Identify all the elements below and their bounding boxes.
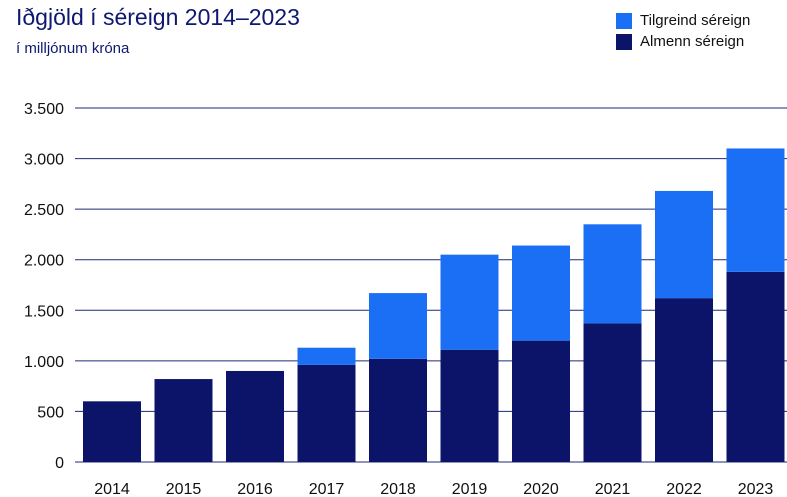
- x-tick-label: 2022: [666, 481, 702, 497]
- bar-almenn-2021: [583, 323, 642, 462]
- x-tick-label: 2017: [309, 481, 345, 497]
- legend-item-almenn: Almenn séreign: [616, 31, 750, 52]
- legend-label-tilgreind: Tilgreind séreign: [640, 12, 751, 29]
- y-tick-label: 0: [55, 455, 64, 472]
- bar-tilgreind-2022: [655, 190, 713, 299]
- bar-tilgreind-2017: [297, 347, 356, 365]
- bar-almenn-2018: [369, 358, 427, 462]
- x-tick-label: 2014: [94, 481, 130, 497]
- legend-label-almenn: Almenn séreign: [640, 33, 745, 50]
- x-axis-ticks: 2014 2015 2016 2017 2018 2019 2020 2021 2022 2023: [94, 481, 773, 497]
- legend-swatch-almenn: [616, 33, 632, 50]
- y-tick-label: 500: [37, 404, 64, 421]
- chart-legend: Tilgreind séreign Almenn séreign: [616, 10, 750, 52]
- bar-almenn-2016: [226, 370, 284, 462]
- bar-almenn-2017: [297, 364, 356, 462]
- bar-tilgreind-2020: [512, 245, 570, 341]
- bar-tilgreind-2023: [726, 148, 785, 272]
- bar-tilgreind-2021: [583, 224, 642, 324]
- x-tick-label: 2020: [523, 481, 559, 497]
- y-tick-label: 3.000: [24, 152, 64, 169]
- legend-swatch-tilgreind: [616, 12, 632, 29]
- bar-almenn-2020: [512, 340, 570, 462]
- y-tick-label: 1.000: [24, 354, 64, 371]
- bar-almenn-2014: [83, 401, 141, 462]
- x-tick-label: 2019: [452, 481, 488, 497]
- x-tick-label: 2018: [380, 481, 416, 497]
- bar-almenn-2023: [726, 271, 785, 462]
- y-tick-label: 2.000: [24, 253, 64, 270]
- x-tick-label: 2016: [237, 481, 273, 497]
- chart-subtitle: í milljónum króna: [16, 40, 130, 57]
- bar-tilgreind-2019: [440, 254, 499, 350]
- y-tick-label: 1.500: [24, 303, 64, 320]
- x-tick-label: 2015: [166, 481, 202, 497]
- chart-title: Iðgjöld í séreign 2014–2023: [16, 4, 300, 30]
- bars: [83, 148, 785, 462]
- bar-almenn-2015: [154, 379, 213, 462]
- legend-item-tilgreind: Tilgreind séreign: [616, 10, 750, 31]
- x-tick-label: 2023: [738, 481, 774, 497]
- bar-almenn-2022: [655, 298, 713, 462]
- y-axis-ticks: 3.500 3.000 2.500 2.000 1.500 1.000 500 0: [24, 101, 64, 472]
- y-tick-label: 2.500: [24, 202, 64, 219]
- bar-almenn-2019: [440, 349, 499, 462]
- bar-tilgreind-2018: [369, 293, 427, 359]
- y-tick-label: 3.500: [24, 101, 64, 118]
- x-tick-label: 2021: [595, 481, 631, 497]
